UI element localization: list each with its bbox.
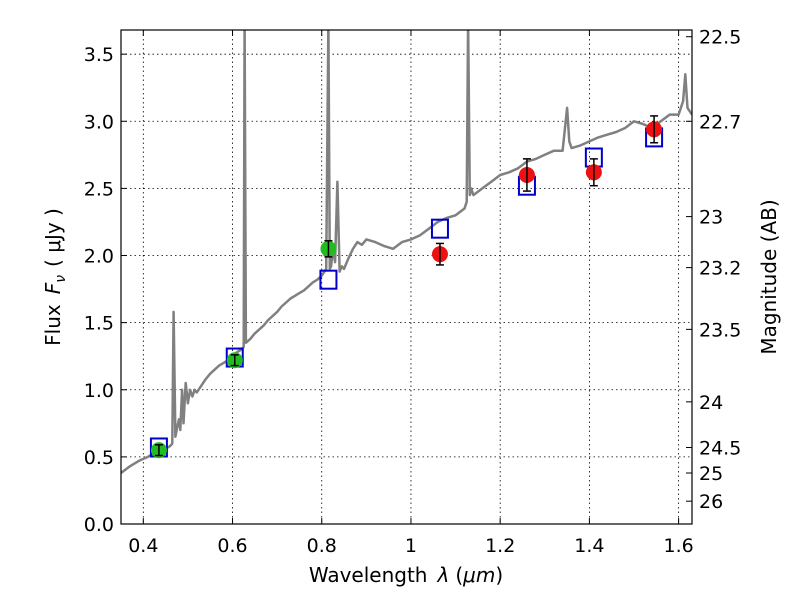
- y-axis-label: Flux Fν ( μJy ): [41, 208, 69, 346]
- data-markers: [149, 115, 664, 459]
- x-axis-unit: μm: [462, 563, 495, 587]
- y-tick-label: 0.0: [84, 514, 114, 536]
- y-axis-subscript: ν: [53, 275, 69, 283]
- x-tick-label: 0.6: [217, 535, 247, 557]
- y2-tick-label: 23.5: [699, 319, 741, 341]
- y-tick-label: 2.0: [84, 246, 114, 268]
- grid-lines: [121, 30, 692, 525]
- y-tick-label: 3.5: [84, 44, 114, 66]
- plot-area: [121, 30, 692, 474]
- y2-tick-label: 24.5: [699, 437, 741, 459]
- y-axis-unit: ( μJy ): [41, 208, 65, 267]
- x-axis-label-text: Wavelength: [309, 563, 428, 587]
- y2-tick-label: 26: [699, 491, 723, 513]
- y2-tick-label: 22.7: [699, 111, 741, 133]
- y-tick-label: 1.0: [84, 380, 114, 402]
- secondary-y-axis-label: Magnitude (AB): [757, 199, 781, 354]
- x-axis-label: Wavelength λ (μm): [309, 563, 503, 587]
- x-axis-symbol: λ: [436, 563, 449, 587]
- y-tick-label: 2.5: [84, 178, 114, 200]
- x-axis-unit-open: (: [455, 563, 463, 587]
- x-tick-label: 1.2: [485, 535, 515, 557]
- y2-tick-label: 22.5: [699, 27, 741, 49]
- x-tick-label: 1.6: [664, 535, 694, 557]
- axis-ticks: 0.4 0.6 0.8 1 1.2 1.4 1.6 0.0 0.5 1.0 1.5 2.0 2.5 3.0…: [84, 27, 742, 557]
- x-tick-label: 0.8: [307, 535, 337, 557]
- y-tick-label: 3.0: [84, 111, 114, 133]
- y-tick-label: 0.5: [84, 447, 114, 469]
- model-photometry-square: [430, 218, 449, 239]
- x-tick-label: 1.4: [574, 535, 604, 557]
- x-tick-label: 1: [405, 535, 417, 557]
- y2-tick-label: 24: [699, 392, 723, 414]
- y-tick-label: 1.5: [84, 313, 114, 335]
- y2-tick-label: 23.2: [699, 258, 741, 280]
- spectrum-line: [121, 30, 692, 474]
- x-tick-label: 0.4: [128, 535, 158, 557]
- y2-tick-label: 25: [699, 463, 723, 485]
- model-photometry-square: [319, 269, 338, 290]
- y-axis-symbol: F: [41, 282, 65, 294]
- plot-frame: [120, 29, 693, 525]
- y-axis-label-text: Flux: [41, 304, 65, 346]
- y2-tick-label: 23: [699, 207, 723, 229]
- x-axis-unit-close: ): [495, 563, 503, 587]
